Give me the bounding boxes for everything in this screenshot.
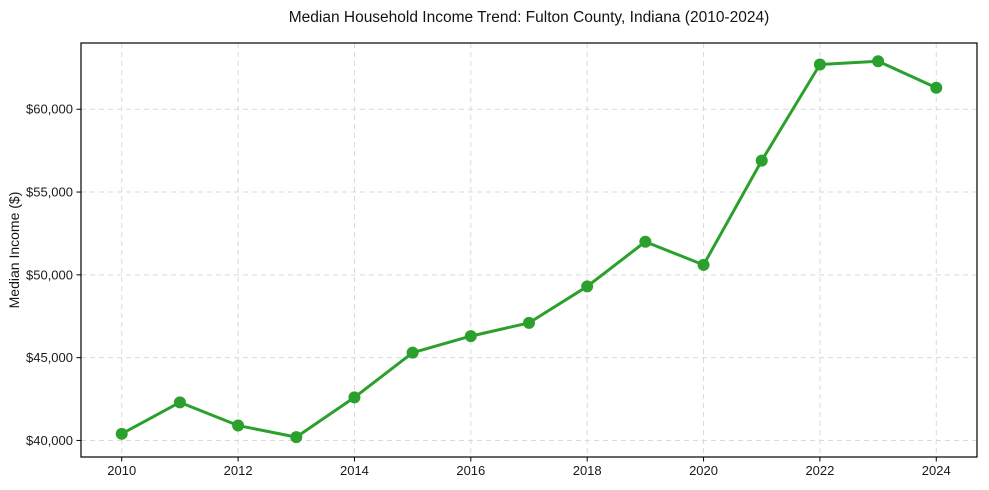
chart-title: Median Household Income Trend: Fulton Co…	[289, 9, 770, 26]
data-point-2023	[872, 55, 885, 68]
data-point-2020	[697, 258, 710, 271]
gridlines	[81, 43, 977, 457]
axis-ticks	[76, 108, 937, 462]
y-tick-label: $40,000	[26, 433, 73, 448]
y-tick-label: $55,000	[26, 185, 73, 200]
trend-line	[120, 59, 938, 439]
data-point-2021	[755, 154, 768, 167]
data-point-2024	[930, 81, 943, 94]
data-point-2016	[464, 330, 477, 343]
y-tick-label: $60,000	[26, 102, 73, 117]
x-tick-label: 2016	[456, 463, 485, 478]
x-tick-label: 2024	[922, 463, 951, 478]
x-tick-label: 2012	[224, 463, 253, 478]
x-tick-label: 2018	[573, 463, 602, 478]
data-point-2017	[523, 316, 535, 329]
data-point-2014	[348, 391, 361, 404]
data-point-2015	[406, 346, 419, 359]
data-point-2011	[173, 396, 186, 409]
data-point-2010	[115, 427, 128, 440]
x-tick-label: 2020	[689, 463, 718, 478]
axis-tick-labels: 2010 2012 2014 2016 2018 2020 2022 2024 $40,000 $…	[26, 102, 951, 478]
plot-border	[80, 42, 978, 458]
data-point-2013	[290, 431, 303, 444]
data-point-2012	[232, 419, 245, 432]
data-point-2018	[581, 280, 594, 293]
x-tick-label: 2022	[805, 463, 834, 478]
data-point-2022	[813, 58, 826, 71]
data-series	[115, 55, 943, 444]
x-tick-label: 2014	[340, 463, 369, 478]
x-tick-label: 2010	[107, 463, 136, 478]
y-tick-label: $45,000	[26, 350, 73, 365]
y-axis-label: Median Income ($)	[6, 192, 22, 309]
data-point-2019	[639, 235, 652, 248]
y-tick-label: $50,000	[26, 267, 73, 282]
